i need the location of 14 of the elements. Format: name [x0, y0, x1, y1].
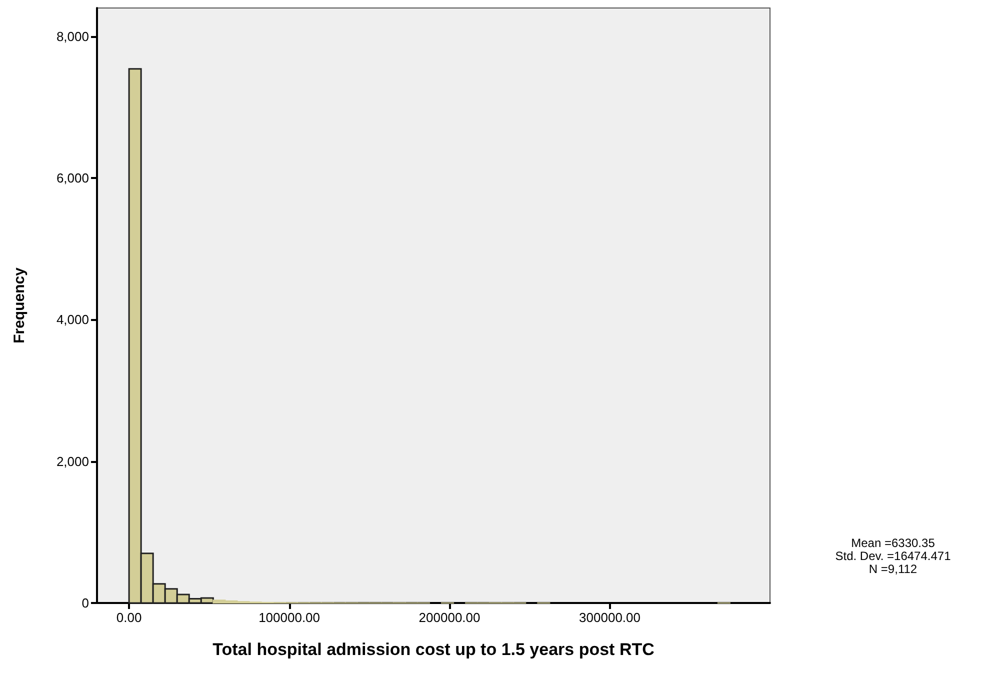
x-tick-label: 100000.00: [258, 610, 320, 625]
y-tick-label: 8,000: [56, 28, 89, 44]
x-axis-title: Total hospital admission cost up to 1.5 years post RTC: [212, 640, 654, 659]
y-tick-label: 0: [82, 596, 89, 610]
y-tick-label: 6,000: [56, 170, 89, 186]
y-tick-label: 2,000: [56, 454, 89, 469]
x-tick-label: 200000.00: [418, 610, 480, 625]
x-tick-label: 0.00: [116, 610, 142, 625]
text: Mean =6330.35: [851, 536, 936, 550]
text: Std. Dev. =16474.471: [835, 549, 952, 563]
y-axis-title: Frequency: [11, 266, 28, 344]
y-tick-label: 4,000: [56, 312, 89, 328]
text: N =9,112: [868, 562, 918, 576]
x-tick-label: 300000.00: [579, 610, 640, 625]
